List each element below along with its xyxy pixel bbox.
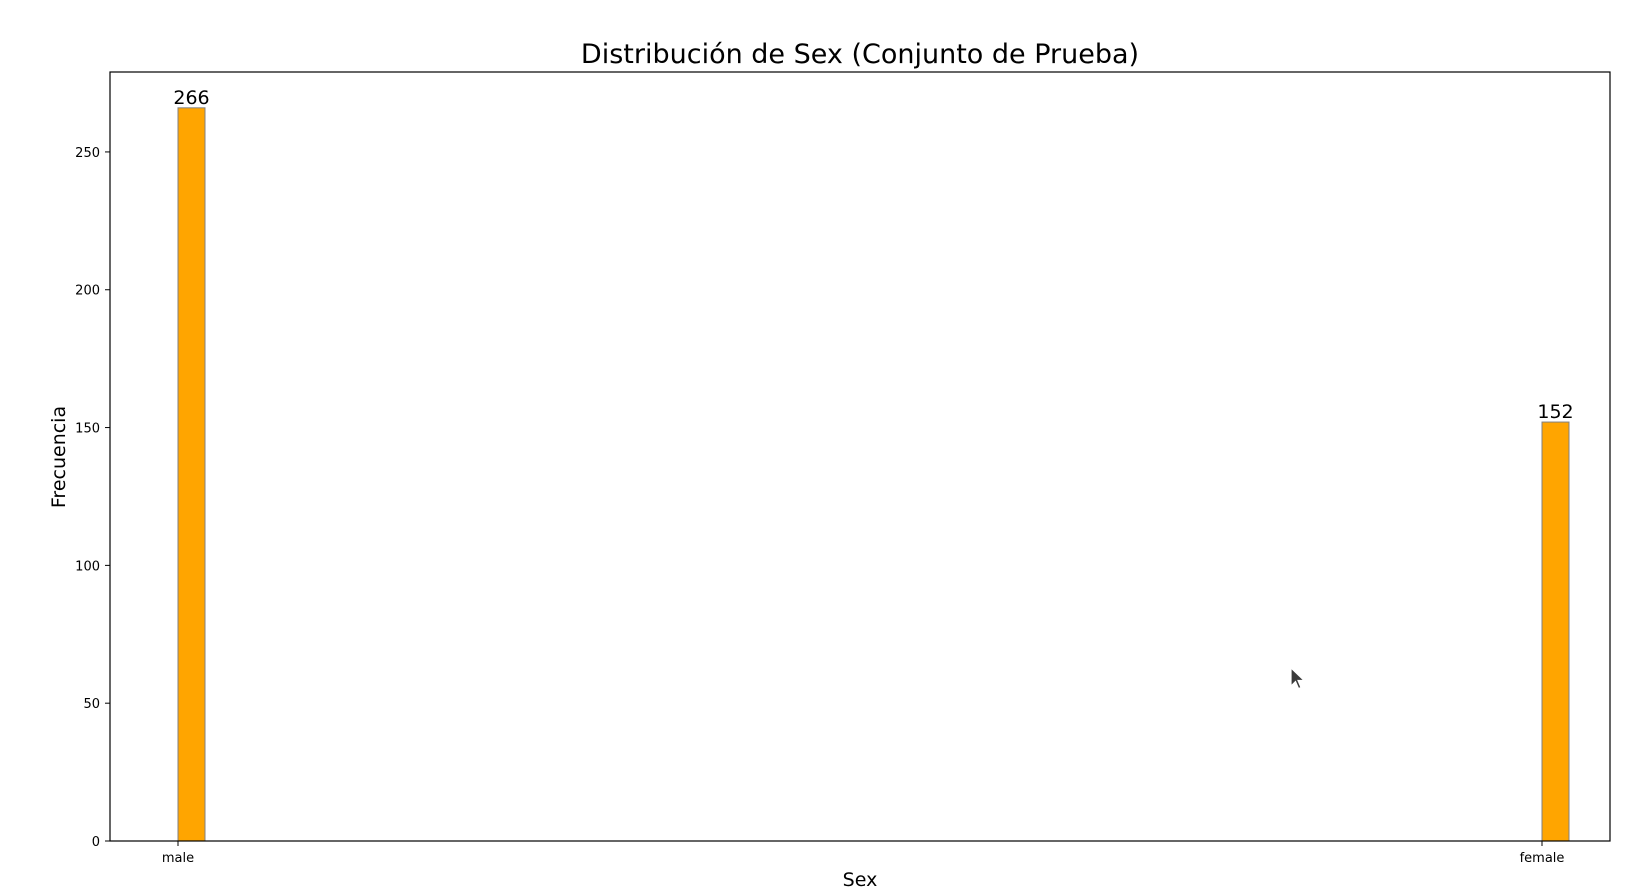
chart-title: Distribución de Sex (Conjunto de Prueba) xyxy=(581,39,1139,70)
x-axis-label: Sex xyxy=(843,869,878,891)
data-label-female: 152 xyxy=(1537,401,1573,423)
y-tick-label-50: 50 xyxy=(83,697,100,712)
x-tick-label-male: male xyxy=(162,851,194,866)
y-tick-label-250: 250 xyxy=(75,146,100,161)
y-tick-label-200: 200 xyxy=(75,284,100,299)
y-axis: 0 50 100 150 200 250 xyxy=(75,146,110,850)
data-labels-layer: 266 152 xyxy=(173,87,1573,423)
bar-female xyxy=(1541,421,1570,842)
y-tick-label-0: 0 xyxy=(92,835,100,850)
x-axis: male female xyxy=(162,841,1565,866)
x-tick-label-female: female xyxy=(1520,851,1565,866)
bars-layer xyxy=(177,107,1570,842)
y-tick-label-100: 100 xyxy=(75,559,100,574)
mouse-pointer-icon xyxy=(1290,667,1306,690)
bar-male xyxy=(177,107,206,842)
plot-frame xyxy=(109,71,1611,842)
y-axis-label: Frecuencia xyxy=(48,406,70,508)
data-label-male: 266 xyxy=(173,87,209,109)
y-tick-label-150: 150 xyxy=(75,422,100,437)
